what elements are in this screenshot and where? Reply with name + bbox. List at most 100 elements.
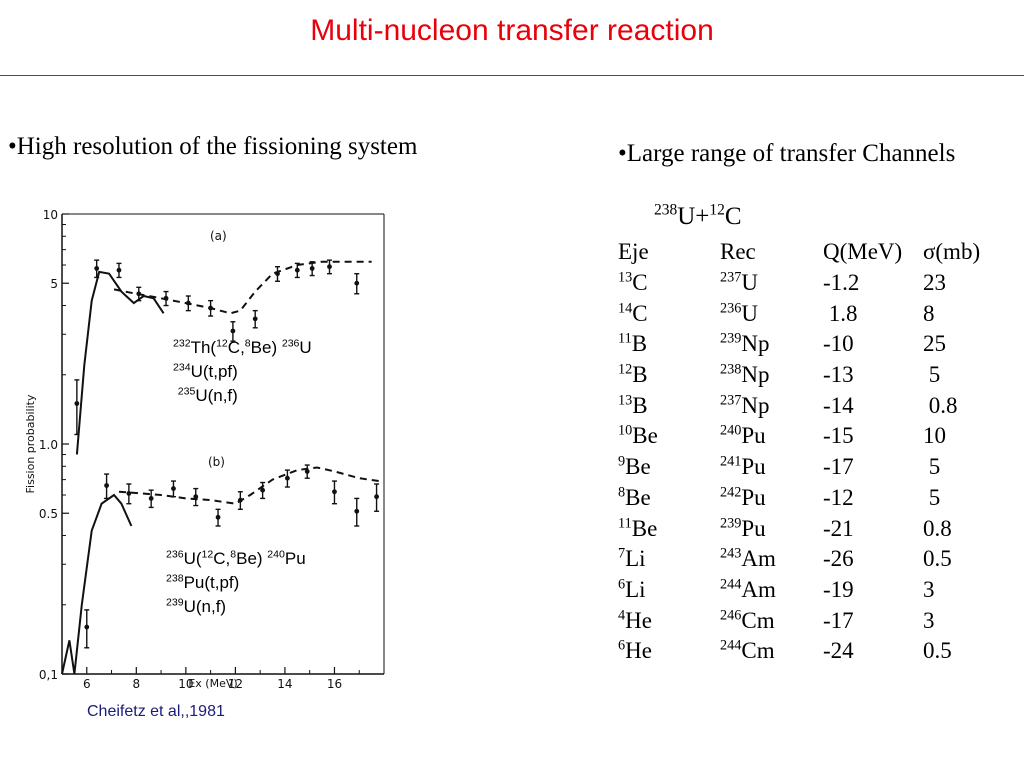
recoil-cell: 244Cm	[720, 636, 823, 667]
data-point	[136, 291, 142, 297]
ejectile-cell: 6Li	[618, 575, 720, 606]
ejectile-symbol: Be	[625, 484, 651, 510]
mass-number: 8	[230, 548, 237, 561]
cross-section-cell: 25	[923, 331, 946, 357]
table-row: 8Be 242Pu -12 5	[618, 483, 1013, 514]
reaction-line: 235U(n,f)	[173, 384, 312, 408]
ejectile-mass: 13	[618, 392, 633, 409]
header-cross-section: σ(mb)	[923, 239, 981, 265]
recoil-cell: 237U	[720, 268, 823, 299]
mass-number: 236	[166, 548, 184, 561]
q-value-cell: -13	[823, 362, 854, 388]
ejectile-mass: 13	[618, 269, 633, 286]
header-ejectile: Eje	[618, 239, 649, 265]
ejectile-mass: 11	[618, 330, 632, 347]
reaction-text: Be)	[236, 549, 268, 568]
theory-solid-curve	[75, 270, 165, 455]
data-point	[116, 267, 122, 273]
ejectile-mass: 12	[618, 361, 633, 378]
data-point	[193, 494, 199, 500]
data-point	[126, 490, 132, 496]
citation: Cheifetz et al,,1981	[87, 703, 225, 720]
recoil-symbol: Pu	[741, 484, 766, 510]
recoil-symbol: Pu	[741, 423, 766, 449]
table-row: 6Li 244Am -19 3	[618, 575, 1013, 606]
reaction-text: U(t,pf)	[190, 362, 238, 381]
mass-number: 239	[166, 596, 184, 609]
data-point	[275, 271, 280, 277]
recoil-cell: 239Np	[720, 329, 823, 360]
recoil-symbol: Np	[741, 331, 770, 357]
data-point	[309, 266, 315, 271]
recoil-symbol: Np	[741, 392, 770, 418]
ejectile-symbol: He	[625, 607, 652, 633]
table-row: 14C 236U 1.8 8	[618, 298, 1013, 329]
x-tick-label: 10	[178, 677, 193, 690]
q-value-cell: -12	[823, 484, 854, 510]
right-heading: •Large range of transfer Channels	[618, 140, 956, 167]
reaction-mass-2: 12	[709, 201, 725, 219]
theory-solid-curve	[61, 493, 133, 675]
ejectile-cell: 4He	[618, 605, 720, 636]
reaction-text: U(	[183, 549, 202, 568]
reaction-line: 236U(12C,8Be) 240Pu	[166, 547, 306, 571]
table-header-row: Eje Rec Q(MeV) σ(mb)	[618, 237, 1013, 268]
recoil-symbol: Np	[741, 362, 770, 388]
ejectile-symbol: He	[625, 638, 652, 664]
reaction-text: Pu	[284, 549, 306, 568]
recoil-mass: 241	[720, 453, 742, 470]
ejectile-mass: 4	[618, 606, 626, 623]
ejectile-mass: 6	[618, 576, 626, 593]
ejectile-cell: 11Be	[618, 513, 720, 544]
table-row: 13C 237U -1.2 23	[618, 268, 1013, 299]
table-body: 13C 237U -1.2 23 14C 236U 1.8 8 11B 239Np -10 25 12…	[618, 268, 1013, 667]
panel-a-reactions: 232Th(12C,8Be) 236U 234U(t,pf) 235U(n,f)	[173, 336, 312, 408]
reaction-part-1: U+	[677, 203, 710, 230]
recoil-cell: 237Np	[720, 390, 823, 421]
recoil-symbol: Am	[741, 576, 776, 602]
data-point	[84, 624, 90, 630]
ejectile-cell: 13B	[618, 390, 720, 421]
recoil-cell: 238Np	[720, 360, 823, 391]
q-value-cell: -15	[823, 423, 854, 449]
ejectile-mass: 8	[618, 484, 626, 501]
ejectile-cell: 6He	[618, 636, 720, 667]
ejectile-mass: 14	[618, 300, 633, 317]
table-row: 11B 239Np -10 25	[618, 329, 1013, 360]
theory-dashed-curve	[118, 466, 380, 505]
cross-section-cell: 8	[923, 300, 935, 326]
y-tick-label: 0,1	[39, 668, 58, 682]
recoil-cell: 242Pu	[720, 483, 823, 514]
y-tick-label: 10	[43, 208, 58, 222]
recoil-mass: 239	[720, 330, 742, 347]
reaction-label: 238U+12C	[654, 201, 742, 231]
reaction-line: 232Th(12C,8Be) 236U	[173, 336, 312, 360]
recoil-symbol: Cm	[741, 607, 775, 633]
reaction-text: Th(	[190, 338, 217, 357]
q-value-cell: -17	[823, 607, 854, 633]
recoil-cell: 236U	[720, 298, 823, 329]
ejectile-mass: 9	[618, 453, 626, 470]
data-point	[104, 483, 109, 488]
data-point	[208, 305, 214, 311]
q-value-cell: -24	[823, 638, 854, 664]
recoil-mass: 237	[720, 392, 742, 409]
mass-number: 232	[173, 337, 191, 350]
ejectile-symbol: B	[631, 331, 648, 357]
table-row: 7Li 243Am -26 0.5	[618, 544, 1013, 575]
ejectile-cell: 12B	[618, 360, 720, 391]
y-tick-label: 0.5	[39, 507, 58, 521]
reaction-mass-1: 238	[654, 201, 678, 219]
recoil-cell: 241Pu	[720, 452, 823, 483]
data-point	[304, 469, 310, 474]
data-point	[252, 316, 258, 322]
recoil-mass: 237	[720, 269, 742, 286]
transfer-channels-table: Eje Rec Q(MeV) σ(mb) 13C 237U -1.2 23 14C 236…	[618, 237, 1013, 667]
table-row: 9Be 241Pu -17 5	[618, 452, 1013, 483]
x-tick-label: 16	[327, 677, 342, 690]
table-row: 12B 238Np -13 5	[618, 360, 1013, 391]
recoil-cell: 244Am	[720, 575, 823, 606]
mass-number: 8	[244, 337, 251, 350]
data-point	[171, 486, 176, 491]
recoil-cell: 246Cm	[720, 605, 823, 636]
